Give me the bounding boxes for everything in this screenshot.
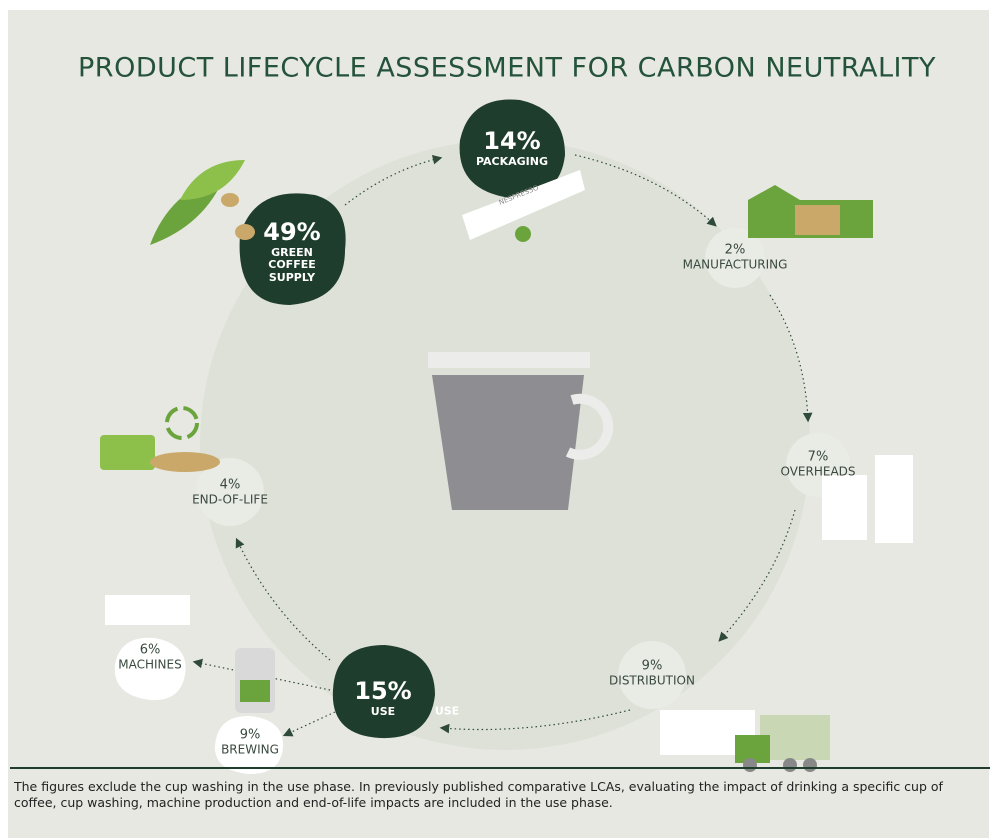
footnote: The figures exclude the cup washing in t… <box>14 779 989 811</box>
node: 15%USE <box>354 678 411 718</box>
arrow-label: USE <box>435 705 459 718</box>
node-value: 15% <box>354 678 411 706</box>
node-value: 6% <box>118 644 181 659</box>
node-label: DISTRIBUTION <box>609 675 695 689</box>
node-label: USE <box>354 705 411 718</box>
node: 9%DISTRIBUTION <box>609 660 695 689</box>
node-label: END-OF-LIFE <box>192 494 268 508</box>
node-label: MACHINES <box>118 659 181 673</box>
node-label: OVERHEADS <box>780 466 855 480</box>
node-value: 4% <box>192 479 268 494</box>
node-value: 9% <box>221 729 279 744</box>
node-value: 14% <box>476 128 548 156</box>
node-value: 49% <box>237 219 347 247</box>
node: 4%END-OF-LIFE <box>192 479 268 508</box>
node: 2%MANUFACTURING <box>683 244 788 273</box>
node: 49%GREEN COFFEE SUPPLY <box>237 219 347 285</box>
node-value: 7% <box>780 451 855 466</box>
node: 7%OVERHEADS <box>780 451 855 480</box>
node-label: GREEN COFFEE SUPPLY <box>252 247 332 285</box>
node: 14%PACKAGING <box>476 128 548 168</box>
diagram-art: NESPRESSO <box>0 0 997 838</box>
node-value: 2% <box>683 244 788 259</box>
node-value: 9% <box>609 660 695 675</box>
node-label: PACKAGING <box>476 155 548 168</box>
node-label: MANUFACTURING <box>683 259 788 273</box>
node: 9%BREWING <box>221 729 279 758</box>
node: 6%MACHINES <box>118 644 181 673</box>
infographic: NESPRESSO PRODUCT LIFECYCLE ASSESSMENT F… <box>0 0 997 838</box>
node-label: BREWING <box>221 744 279 758</box>
title: PRODUCT LIFECYCLE ASSESSMENT FOR CARBON … <box>78 53 936 84</box>
